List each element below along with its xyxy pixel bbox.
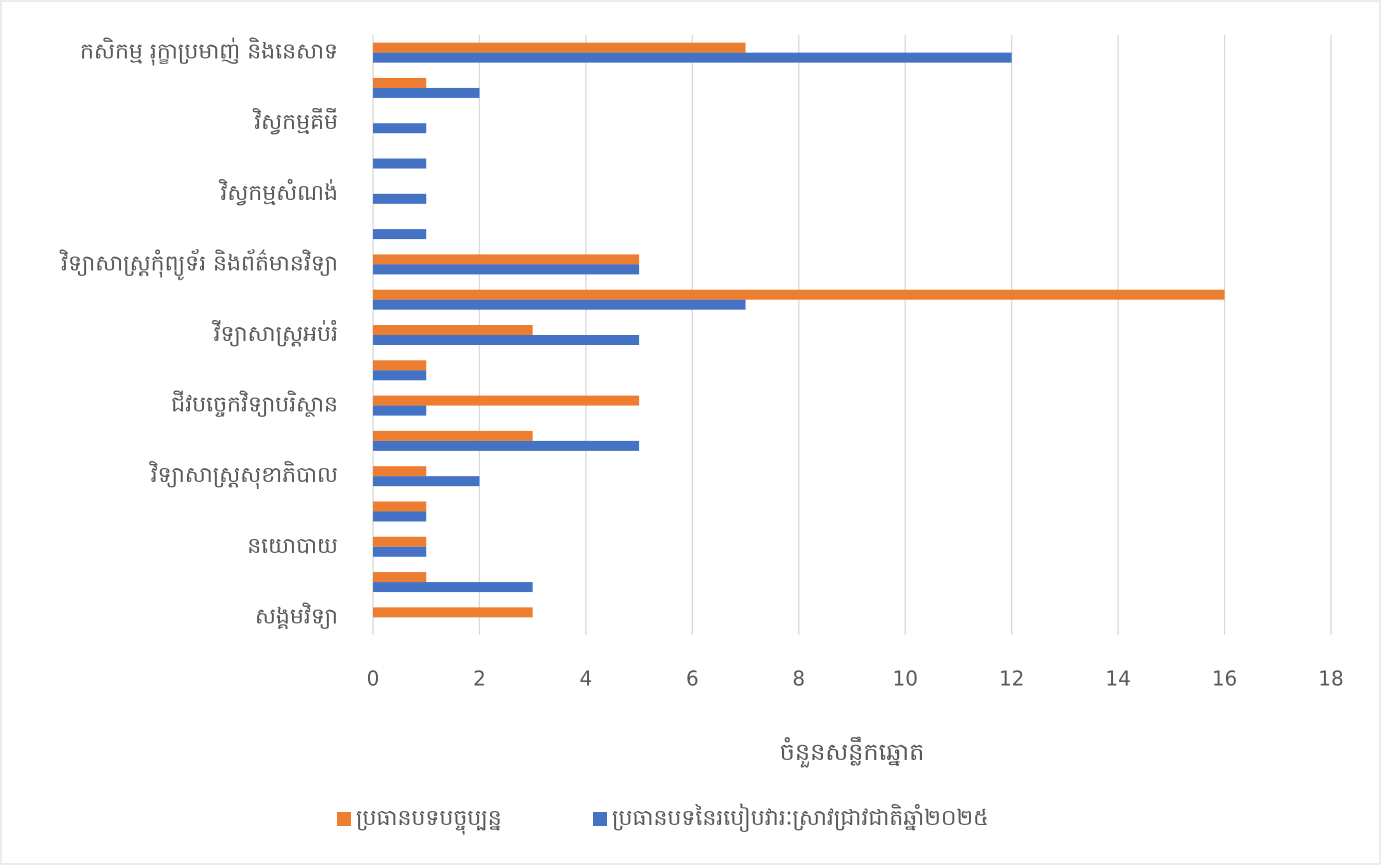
bar <box>373 440 640 451</box>
legend-swatch <box>593 812 607 826</box>
y-tick-label: កសិកម្ម រុក្ខាប្រមាញ់ និងនេសាទ <box>80 38 338 66</box>
y-tick-label: វីទ្យាសាស្ត្រអប់រំ <box>211 320 338 347</box>
bar <box>373 52 1012 63</box>
bar <box>373 158 427 169</box>
x-tick-label: 18 <box>1318 667 1343 691</box>
y-tick-label: នយោបាយ <box>247 534 338 559</box>
bar <box>373 572 427 583</box>
legend-label: ប្រធានបទនៃរបៀបវារៈស្រាវជ្រាវជាតិឆ្នាំ២០២… <box>612 803 989 832</box>
bar <box>373 87 480 98</box>
bar <box>373 335 640 345</box>
bar <box>373 325 533 335</box>
x-tick-label: 6 <box>686 667 699 691</box>
y-tick-label: វិទ្យាសាស្ត្រកុំព្យូទ័រ និងព័ត៌មានវិទ្យា <box>59 248 338 280</box>
x-axis-title: ចំនួនសន្លឹកឆ្នោត <box>780 736 925 768</box>
y-tick-label: វិស្វកម្មគីមី <box>252 108 338 135</box>
x-tick-label: 10 <box>892 667 917 691</box>
bar <box>373 395 640 406</box>
x-tick-label: 12 <box>999 667 1024 691</box>
legend-swatch <box>337 812 351 826</box>
y-tick-label: វិស្វកម្មសំណង់ <box>218 179 338 206</box>
y-tick-label: ជីវបច្ចេកវិទ្យាបរិស្ថាន <box>171 391 338 418</box>
bar <box>373 42 746 53</box>
legend-label: ប្រធានបទបច្ចុប្បន្ន <box>356 806 502 835</box>
x-tick-label: 2 <box>473 667 486 691</box>
x-tick-label: 8 <box>792 667 805 691</box>
bar <box>373 264 640 275</box>
y-tick-label: វិទ្យាសាស្ត្រសុខាភិបាល <box>149 461 338 489</box>
bar <box>373 229 427 240</box>
bar <box>373 254 640 265</box>
bar <box>373 582 533 593</box>
bar <box>373 123 427 134</box>
bar <box>373 466 427 477</box>
bar <box>373 193 427 204</box>
bar <box>373 476 480 487</box>
x-tick-label: 14 <box>1105 667 1130 691</box>
bar <box>373 299 746 310</box>
y-tick-label: សង្គមវិទ្យា <box>255 602 338 629</box>
bar <box>373 501 427 512</box>
bar <box>373 607 533 618</box>
bar <box>373 405 427 416</box>
bar <box>373 360 427 371</box>
bar <box>373 536 427 547</box>
bar <box>373 289 1225 300</box>
bar <box>373 511 427 522</box>
bar <box>373 546 427 557</box>
bar <box>373 370 427 381</box>
x-tick-label: 4 <box>580 667 593 691</box>
x-tick-label: 16 <box>1212 667 1237 691</box>
bar <box>373 430 533 441</box>
x-tick-label: 0 <box>367 667 380 691</box>
bar <box>373 77 427 88</box>
